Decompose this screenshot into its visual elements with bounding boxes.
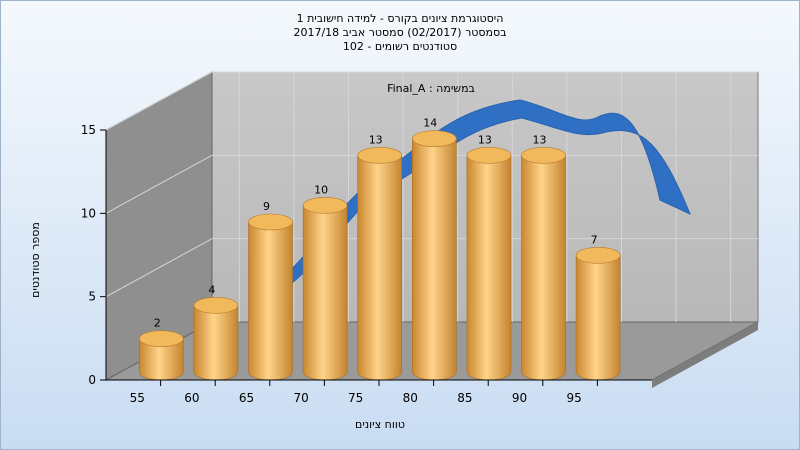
y-axis-label: מספר סטודנטים xyxy=(29,222,42,298)
bar-cap xyxy=(575,247,621,264)
y-tick-label: 0 xyxy=(88,373,96,387)
bar xyxy=(575,247,621,381)
x-tick-label: 75 xyxy=(348,391,363,405)
y-tick-label: 15 xyxy=(81,123,96,137)
x-axis-ticks: 55 60 65 70 75 80 85 90 95 xyxy=(106,379,652,405)
chart-annotation: Final_A : במשימה xyxy=(387,82,475,95)
grid-line-left xyxy=(105,71,213,131)
x-axis-label: טווח ציונים xyxy=(355,418,405,431)
grid-line-left xyxy=(105,154,213,214)
bar xyxy=(411,130,457,381)
bar-cap xyxy=(139,330,184,347)
bar-cap xyxy=(466,147,512,164)
chart-title-line-2: בסמסטר (02/2017) סמסטר אביב 2017/18 xyxy=(293,26,507,39)
bar xyxy=(521,147,566,381)
grid-line-left xyxy=(105,238,213,298)
bar-cap xyxy=(411,130,457,147)
distribution-curve xyxy=(261,99,691,303)
y-tick-label: 10 xyxy=(81,206,96,220)
bar xyxy=(466,147,512,381)
bar xyxy=(248,213,293,381)
data-label: 2 xyxy=(154,317,161,330)
bar-body xyxy=(521,155,566,381)
data-label: 4 xyxy=(208,283,215,296)
data-label: 10 xyxy=(314,183,328,196)
bar xyxy=(302,197,348,381)
bar-body xyxy=(575,255,621,381)
bar-cap xyxy=(193,297,239,314)
data-label: 14 xyxy=(423,117,437,130)
x-tick-label: 90 xyxy=(512,391,527,405)
data-label: 13 xyxy=(533,133,547,146)
distribution-ribbon xyxy=(261,99,691,303)
bar-series xyxy=(139,130,621,381)
bar-cap xyxy=(248,213,293,231)
y-axis-ticks: 0 5 10 15 xyxy=(81,123,107,387)
chart-title-line-1: היסטוגרמת ציונים בקורס - למידה חישובית 1 xyxy=(296,12,504,25)
data-label: 7 xyxy=(591,233,598,246)
bar-cap xyxy=(302,197,348,214)
x-tick-label: 85 xyxy=(457,391,472,405)
bar xyxy=(357,147,403,381)
x-tick-label: 70 xyxy=(293,391,308,405)
bar-body xyxy=(412,138,457,381)
bar-body xyxy=(466,155,512,381)
floor-edge xyxy=(652,322,758,388)
x-tick-label: 55 xyxy=(130,391,145,405)
x-tick-label: 95 xyxy=(566,391,581,405)
x-tick-label: 65 xyxy=(239,391,254,405)
bar xyxy=(139,330,184,381)
x-tick-label: 80 xyxy=(403,391,418,405)
data-label: 13 xyxy=(369,133,383,146)
data-label: 13 xyxy=(478,133,492,146)
bar-body xyxy=(302,205,348,381)
chart-title-line-3: סטודנטים רשומים - 102 xyxy=(342,40,458,53)
bar-body xyxy=(248,221,293,381)
x-tick-label: 60 xyxy=(184,391,199,405)
y-tick-label: 5 xyxy=(88,290,96,304)
bar-cap xyxy=(357,147,403,164)
data-labels: 2 4 9 10 13 14 13 13 7 xyxy=(154,117,598,330)
bar-cap xyxy=(521,147,566,164)
bar-body xyxy=(193,305,239,381)
chart-grid xyxy=(105,71,758,322)
data-label: 9 xyxy=(263,200,270,213)
bar-body xyxy=(357,155,402,381)
bar xyxy=(193,297,239,381)
